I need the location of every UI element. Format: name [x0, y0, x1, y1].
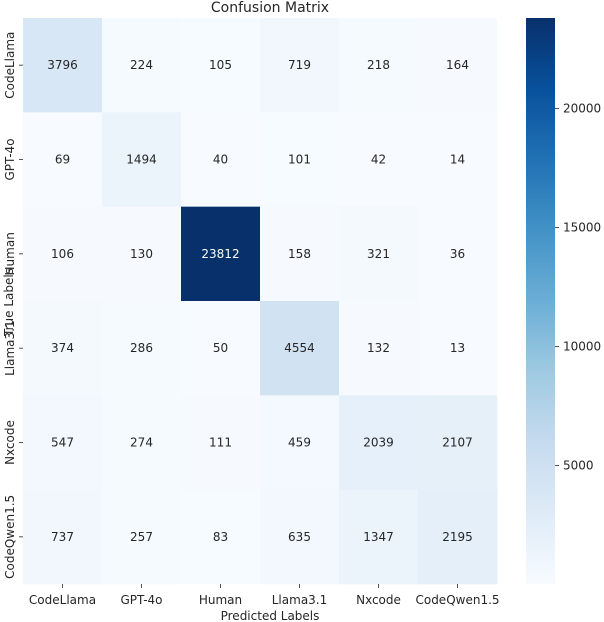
cell-value-label: 1347 [363, 530, 394, 544]
cell-value-label: 105 [209, 58, 232, 72]
y-tick-label: GPT-4o [3, 138, 17, 180]
cell-value-label: 42 [371, 153, 386, 167]
heatmap-cell [102, 489, 182, 585]
cell-value-label: 13 [450, 341, 465, 355]
y-tick-label: Nxcode [3, 420, 17, 465]
cell-value-label: 1494 [126, 153, 157, 167]
heatmap-cell [339, 301, 419, 396]
cell-value-label: 321 [367, 247, 390, 261]
heatmap-cell [102, 18, 182, 113]
cell-value-label: 635 [288, 530, 311, 544]
heatmap-cell [260, 489, 340, 585]
x-tick-label: Nxcode [356, 593, 401, 607]
heatmap-cell [339, 112, 419, 207]
x-tick-label: Human [199, 593, 242, 607]
cell-value-label: 164 [446, 58, 469, 72]
cell-value-label: 547 [51, 436, 74, 450]
heatmap-cell [23, 489, 103, 585]
cell-value-label: 50 [213, 341, 228, 355]
heatmap-cell [260, 206, 340, 302]
x-tick-label: CodeLlama [29, 593, 96, 607]
heatmap-cell [181, 301, 261, 396]
y-tick-label: CodeLlama [3, 32, 17, 99]
chart-title: Confusion Matrix [211, 0, 329, 16]
x-tick-label: CodeQwen1.5 [415, 593, 499, 607]
colorbar-ticks: 5000 10000 15000 20000 [555, 102, 601, 472]
y-axis-label: True Labels [2, 268, 16, 337]
cell-value-label: 257 [130, 530, 153, 544]
x-axis-ticks: CodeLlama GPT-4o Human Llama3.1 Nxcode CodeQw… [29, 584, 500, 607]
heatmap-cell [23, 18, 103, 113]
cell-value-label: 4554 [284, 341, 315, 355]
heatmap-cell [181, 18, 261, 113]
y-tick-label: CodeQwen1.5 [3, 495, 17, 579]
heatmap-cell [102, 301, 182, 396]
cell-value-label: 719 [288, 58, 311, 72]
cell-value-label: 83 [213, 530, 228, 544]
cell-value-label: 130 [130, 247, 153, 261]
colorbar-tick-label: 10000 [563, 339, 601, 353]
cell-value-label: 101 [288, 153, 311, 167]
cell-value-label: 69 [55, 153, 70, 167]
cell-value-label: 23812 [201, 247, 239, 261]
cell-value-label: 218 [367, 58, 390, 72]
cell-value-label: 2107 [442, 436, 473, 450]
heatmap-cell [418, 489, 498, 585]
cell-value-label: 111 [209, 436, 232, 450]
heatmap-cell [181, 112, 261, 207]
heatmap-cell [23, 206, 103, 302]
cell-value-label: 40 [213, 153, 228, 167]
cell-value-label: 374 [51, 341, 74, 355]
heatmap-cell [339, 489, 419, 585]
cell-value-label: 2195 [442, 530, 473, 544]
colorbar-tick-label: 15000 [563, 221, 601, 235]
heatmap-cell [260, 395, 340, 490]
heatmap-cell [181, 489, 261, 585]
heatmap-cell [102, 395, 182, 490]
heatmap-cell [339, 18, 419, 113]
heatmap-cell [418, 112, 498, 207]
heatmap-cell [181, 395, 261, 490]
cell-value-label: 106 [51, 247, 74, 261]
heatmap-cell [418, 206, 498, 302]
heatmap-cell [339, 395, 419, 490]
heatmap-cell [418, 395, 498, 490]
heatmap-cell [418, 301, 498, 396]
cell-value-label: 3796 [47, 58, 78, 72]
y-tick-label: Llama3.1 [3, 320, 17, 376]
cell-value-label: 132 [367, 341, 390, 355]
heatmap-cell [339, 206, 419, 302]
cell-value-label: 286 [130, 341, 153, 355]
heatmap-cells: 3796 224 105 719 218 164 69 1494 40 101 42 14 106 130… [23, 18, 498, 585]
heatmap-cell [102, 112, 182, 207]
cell-value-label: 158 [288, 247, 311, 261]
x-tick-label: Llama3.1 [272, 593, 328, 607]
x-axis-label: Predicted Labels [221, 609, 320, 622]
cell-value-label: 2039 [363, 436, 394, 450]
cell-value-label: 459 [288, 436, 311, 450]
y-axis-ticks: CodeLlama GPT-4o Human Llama3.1 Nxcode CodeQw… [3, 32, 23, 579]
heatmap-cell [260, 301, 340, 396]
cell-value-label: 36 [450, 247, 465, 261]
cell-value-label: 224 [130, 58, 153, 72]
cell-value-label: 14 [450, 153, 465, 167]
cell-value-label: 737 [51, 530, 74, 544]
colorbar-tick-label: 20000 [563, 102, 601, 116]
heatmap-cell [23, 301, 103, 396]
heatmap-cell [260, 18, 340, 113]
cell-value-label: 274 [130, 436, 153, 450]
heatmap-cell [181, 206, 261, 302]
y-tick-label: Human [3, 232, 17, 275]
heatmap-cell [23, 395, 103, 490]
heatmap-cell [102, 206, 182, 302]
heatmap-cell [418, 18, 498, 113]
heatmap-cell [23, 112, 103, 207]
heatmap-cell [260, 112, 340, 207]
colorbar-tick-label: 5000 [563, 458, 594, 472]
x-tick-label: GPT-4o [120, 593, 162, 607]
colorbar [526, 18, 555, 584]
